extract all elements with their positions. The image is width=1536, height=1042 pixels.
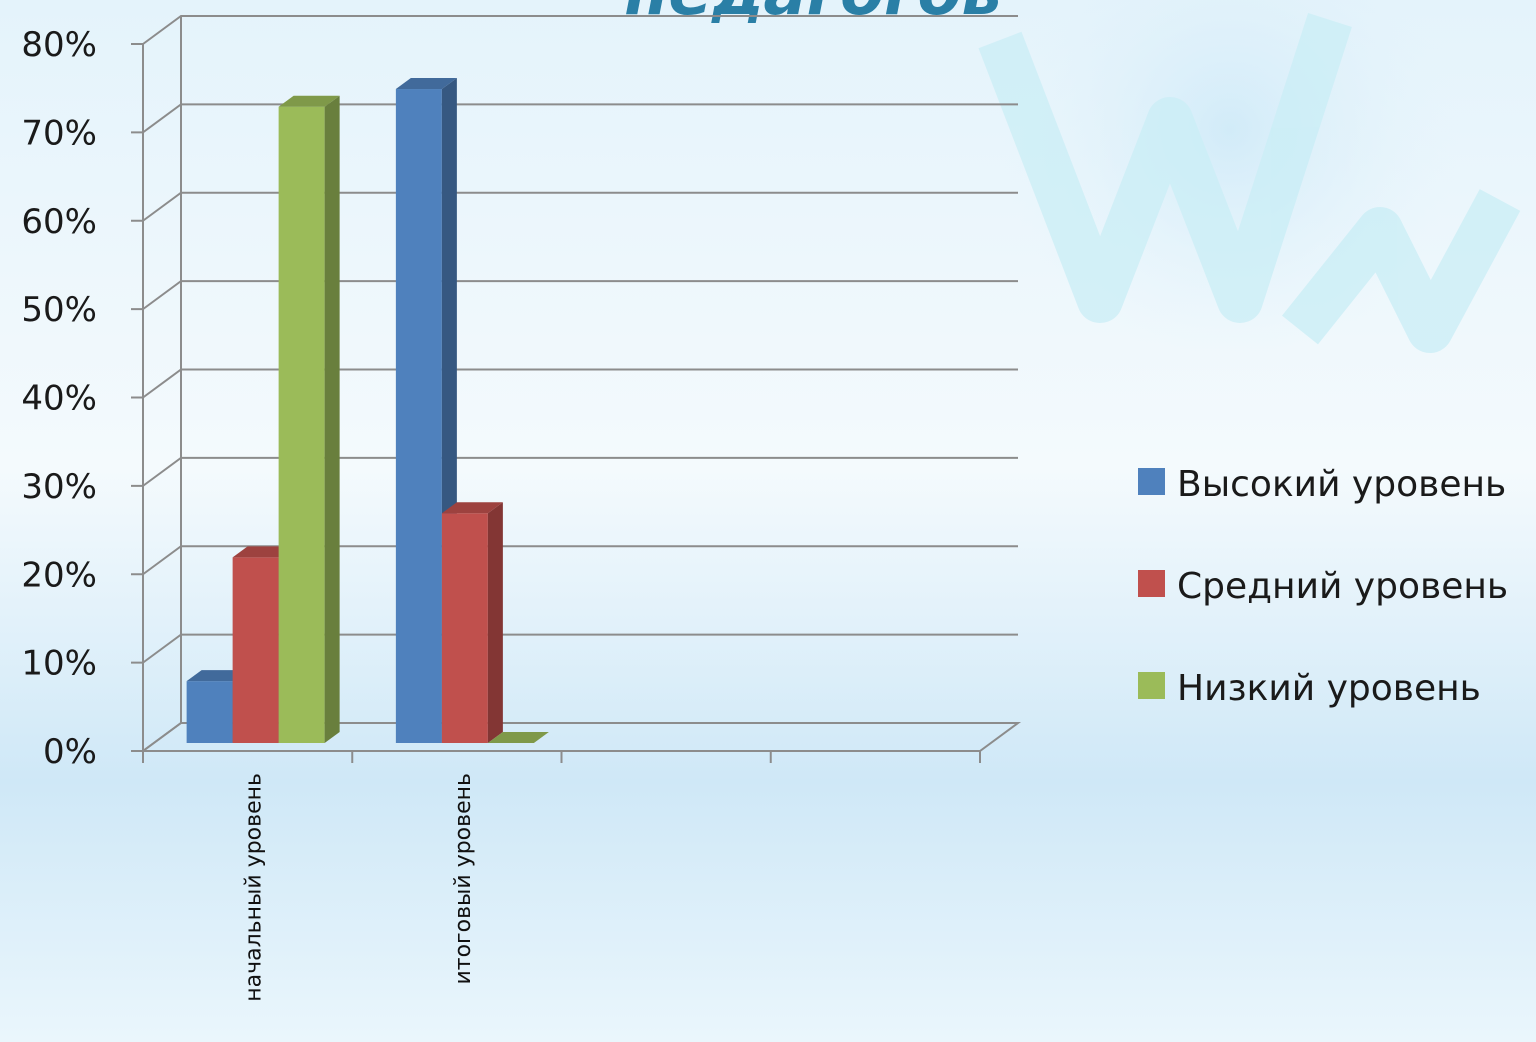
bar-top	[232, 546, 294, 558]
y-tick-label: 10%	[21, 644, 97, 684]
y-tick-label: 60%	[21, 202, 97, 242]
gridline	[142, 368, 1018, 399]
gridline	[142, 545, 1018, 576]
x-axis-categories: начальный уровень итоговый уровень	[242, 773, 476, 1002]
legend-swatch	[1138, 570, 1165, 597]
bar-front	[278, 106, 325, 743]
gridline	[142, 15, 1018, 45]
legend-label: Низкий уровень	[1177, 668, 1481, 709]
y-tick-label: 30%	[21, 467, 97, 507]
gridline	[142, 191, 1018, 222]
y-tick-label: 50%	[21, 290, 97, 330]
bar	[441, 502, 503, 743]
bar	[278, 95, 340, 743]
bar-top	[487, 732, 549, 743]
gridlines	[131, 15, 1018, 763]
gridline	[142, 280, 1018, 310]
legend: Высокий уровень Средний уровень Низкий уро…	[1138, 464, 1508, 709]
bar-front	[441, 513, 488, 743]
bar-side	[487, 502, 503, 743]
y-tick-label: 0%	[43, 732, 97, 772]
bar-side	[324, 95, 340, 743]
legend-swatch	[1138, 672, 1165, 699]
gridline	[142, 456, 1018, 487]
legend-swatch	[1138, 468, 1165, 495]
bar-top	[278, 95, 340, 107]
bar-top	[186, 670, 248, 682]
gridline	[142, 633, 1018, 664]
y-tick-label: 80%	[21, 25, 97, 65]
legend-label: Средний уровень	[1177, 566, 1508, 607]
bar-front	[232, 557, 279, 743]
x-category-label: начальный уровень	[242, 773, 267, 1002]
bar-front	[395, 89, 442, 743]
gridline	[142, 722, 1018, 752]
bar-top	[395, 78, 457, 90]
bars	[186, 78, 549, 743]
gridline	[142, 103, 1018, 134]
bar	[487, 732, 549, 743]
y-tick-label: 20%	[21, 555, 97, 595]
bar-top	[441, 502, 503, 514]
y-tick-label: 70%	[21, 113, 97, 153]
bar-front	[186, 681, 233, 743]
legend-item: Средний уровень	[1138, 566, 1508, 607]
watermark-www-icon	[978, 12, 1521, 353]
y-tick-label: 40%	[21, 379, 97, 419]
legend-item: Низкий уровень	[1138, 668, 1481, 709]
legend-label: Высокий уровень	[1177, 464, 1506, 505]
legend-item: Высокий уровень	[1138, 464, 1506, 505]
x-category-label: итоговый уровень	[451, 773, 476, 985]
y-axis-ticks: 0% 10% 20% 30% 40% 50% 60% 70% 80%	[21, 25, 97, 772]
